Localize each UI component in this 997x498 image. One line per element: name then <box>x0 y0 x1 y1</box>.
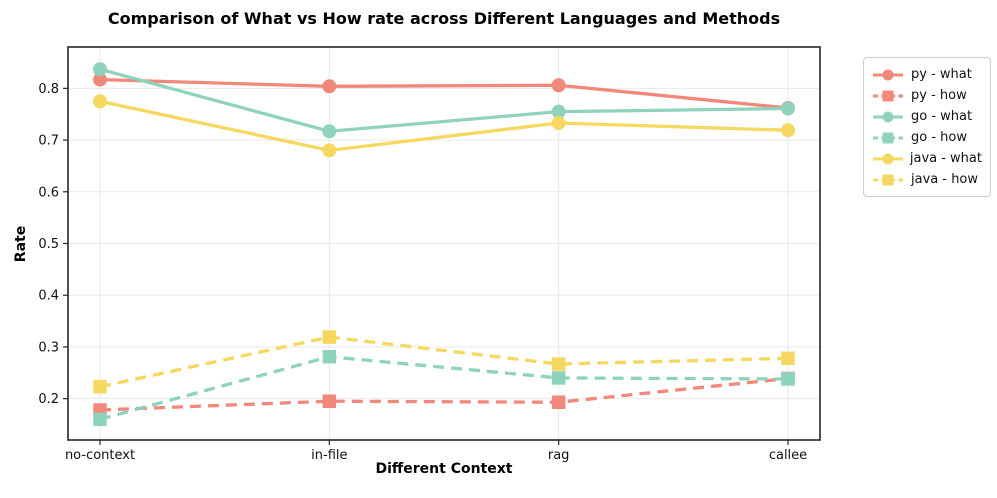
series-line-java-how <box>99 335 789 389</box>
y-tick-label: 0.8 <box>38 82 59 97</box>
legend-label: java - what <box>909 151 982 166</box>
legend-swatch-icon <box>873 153 903 164</box>
y-tick-label: 0.3 <box>38 340 59 355</box>
legend-swatch-icon <box>873 132 903 143</box>
legend: py - what py - how go - what go - how java -… <box>863 57 991 197</box>
data-point-marker <box>93 412 107 427</box>
y-tick-label: 0.5 <box>38 237 59 252</box>
chart-title: Comparison of What vs How rate across Di… <box>107 9 781 28</box>
legend-marker <box>882 111 894 122</box>
y-tick-label: 0.2 <box>38 392 59 407</box>
data-point-marker <box>551 357 566 371</box>
data-point-marker <box>551 78 566 93</box>
legend-marker <box>882 69 894 80</box>
legend-item-go-what: go - what <box>872 106 982 127</box>
data-point-marker <box>93 379 107 394</box>
data-point-marker <box>93 62 107 77</box>
series-line-py-how <box>99 376 789 412</box>
legend-item-java-how: java - how <box>872 169 982 190</box>
data-point-marker <box>551 116 566 131</box>
x-tick-label: no-context <box>65 448 135 463</box>
series-line-go-what <box>99 67 789 133</box>
data-point-marker <box>781 351 795 366</box>
series-line-py-what <box>99 77 789 110</box>
series-line-go-how <box>99 355 789 421</box>
data-point-marker <box>781 123 795 138</box>
legend-swatch-icon <box>873 90 903 101</box>
legend-marker <box>882 132 894 143</box>
legend-item-go-how: go - how <box>872 127 982 148</box>
data-point-marker <box>322 394 337 408</box>
legend-label: py - how <box>911 88 967 103</box>
legend-swatch-icon <box>873 174 903 185</box>
legend-item-py-what: py - what <box>872 64 982 85</box>
data-point-marker <box>322 349 337 364</box>
x-tick-label: rag <box>548 448 570 463</box>
data-point-marker <box>781 101 795 116</box>
legend-item-java-what: java - what <box>872 148 982 169</box>
legend-label: java - how <box>911 172 979 187</box>
x-tick-label: in-file <box>311 448 347 463</box>
data-point-marker <box>322 79 337 94</box>
data-point-marker <box>322 330 337 344</box>
data-point-marker <box>322 143 337 158</box>
legend-marker <box>882 174 894 185</box>
data-point-marker <box>93 72 107 87</box>
legend-swatch-icon <box>873 111 903 122</box>
legend-label: go - how <box>911 130 967 145</box>
y-tick-label: 0.4 <box>38 289 59 304</box>
legend-label: go - what <box>911 109 973 124</box>
data-point-marker <box>551 104 566 119</box>
data-point-marker <box>551 371 566 385</box>
legend-marker <box>882 90 894 101</box>
data-point-marker <box>781 372 795 386</box>
legend-marker <box>882 153 894 164</box>
legend-label: py - what <box>911 67 972 82</box>
data-point-marker <box>93 94 107 109</box>
x-axis-label: Different Context <box>375 461 513 477</box>
x-tick-label: callee <box>769 448 807 463</box>
series-line-java-what <box>99 99 789 153</box>
data-point-marker <box>551 395 566 410</box>
y-tick-label: 0.7 <box>38 134 59 149</box>
legend-swatch-icon <box>873 69 903 80</box>
data-point-marker <box>322 124 337 139</box>
legend-item-py-how: py - how <box>872 85 982 106</box>
y-tick-label: 0.6 <box>38 185 59 200</box>
